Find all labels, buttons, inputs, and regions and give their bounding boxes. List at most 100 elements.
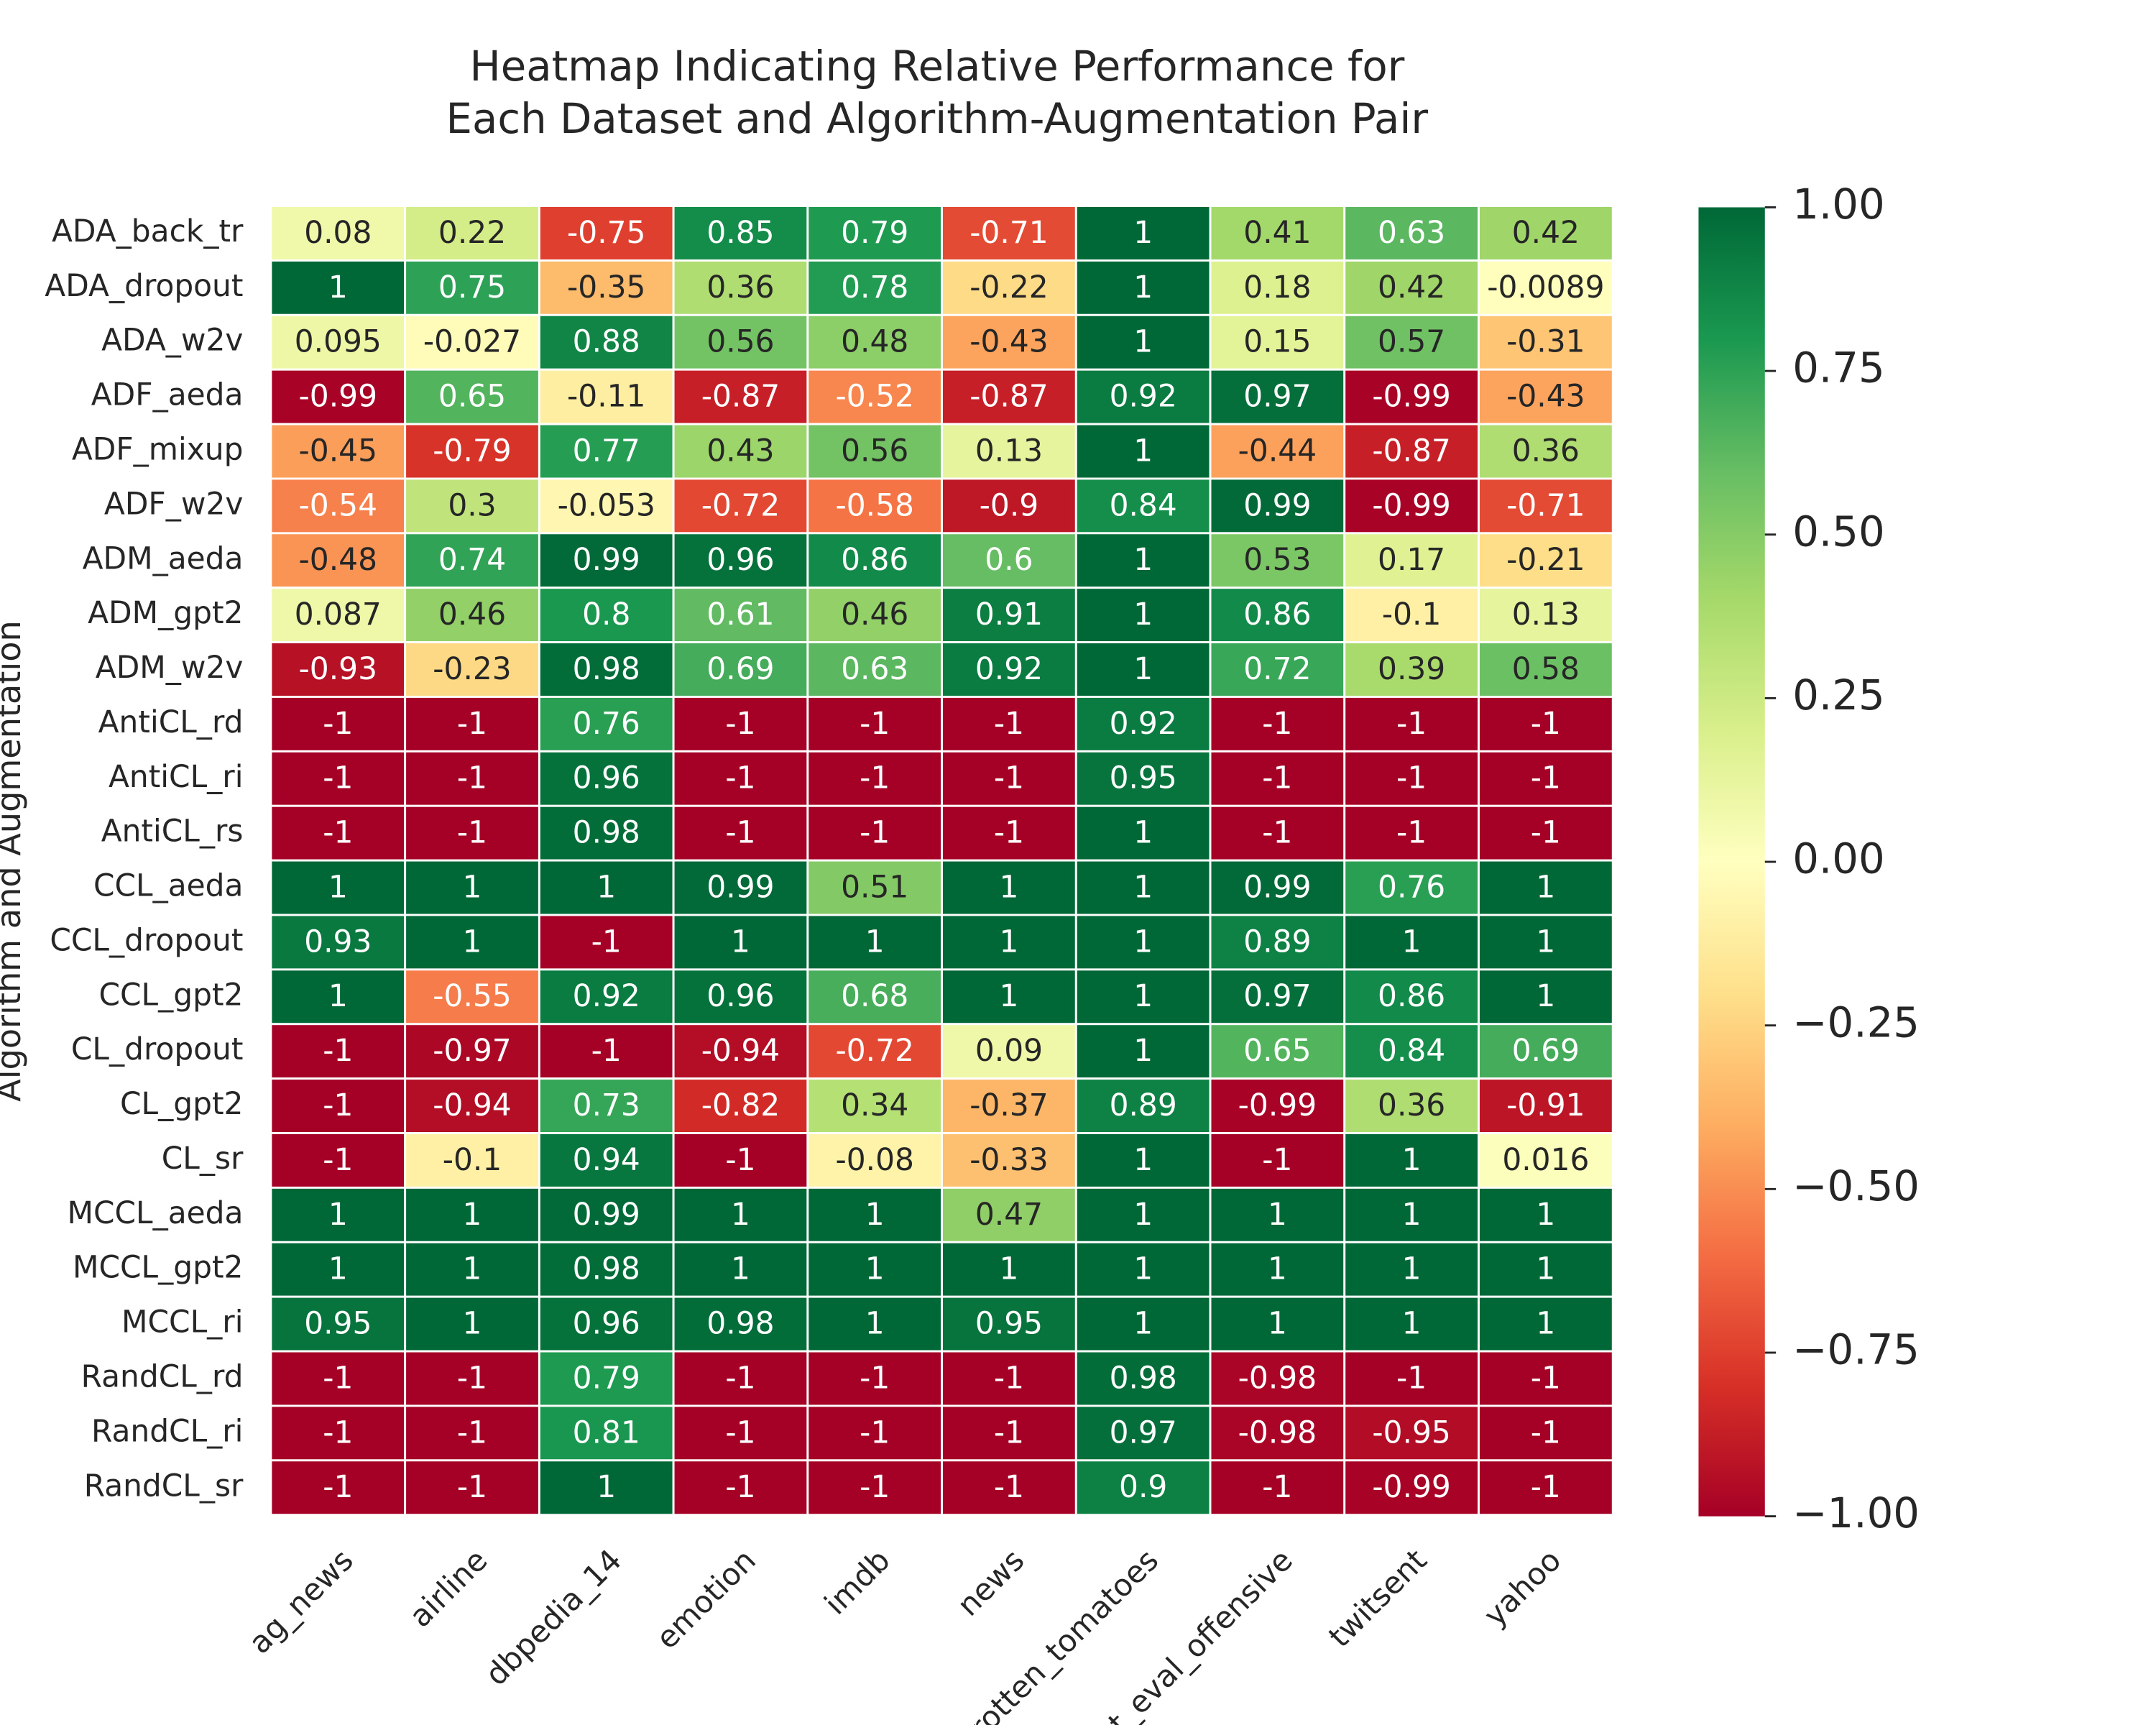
- cell-label: -0.71: [1506, 487, 1585, 523]
- cell-label: 0.9: [1119, 1469, 1167, 1504]
- cell-label: 0.92: [975, 651, 1043, 686]
- heatmap-cell: [672, 1459, 809, 1517]
- cell-label: 0.22: [438, 215, 506, 250]
- heatmap-cell: [806, 641, 944, 698]
- cell-label: 0.96: [706, 978, 774, 1013]
- y-tick-label: CL_sr: [162, 1141, 244, 1176]
- cell-label: -0.1: [1382, 597, 1442, 632]
- cell-label: -0.37: [969, 1087, 1048, 1123]
- cell-label: -1: [994, 1414, 1024, 1450]
- heatmap-cell: [1343, 477, 1480, 535]
- cell-label: 0.69: [1512, 1033, 1580, 1068]
- cell-label: 0.6: [985, 542, 1033, 577]
- cell-label: 0.56: [706, 324, 774, 359]
- cell-label: -1: [1531, 760, 1561, 796]
- colorbar-tick-label: −0.50: [1792, 1162, 1920, 1210]
- cell-label: -0.99: [1372, 1469, 1450, 1504]
- cell-label: 0.81: [573, 1414, 640, 1450]
- cell-label: 0.41: [1243, 215, 1311, 250]
- colorbar-tick-label: −0.75: [1792, 1325, 1920, 1374]
- cell-label: -0.72: [701, 487, 780, 523]
- cell-label: 1: [1268, 1197, 1287, 1232]
- cell-label: 1: [1133, 324, 1153, 359]
- cell-label: 0.86: [841, 542, 908, 577]
- cell-label: -0.43: [1506, 379, 1585, 414]
- heatmap-cell: [1478, 1404, 1614, 1462]
- cell-label: 1: [1133, 1306, 1153, 1341]
- cell-label: 0.48: [841, 324, 908, 359]
- heatmap-cell: [941, 1459, 1077, 1517]
- cell-label: -1: [1262, 760, 1292, 796]
- heatmap-cell: [1343, 532, 1480, 589]
- heatmap-cell: [270, 205, 407, 262]
- heatmap-cell: [270, 859, 407, 916]
- cell-label: 1: [596, 1469, 616, 1504]
- heatmap-cell: [270, 1350, 407, 1407]
- heatmap-cell: [1209, 641, 1346, 698]
- heatmap-cell: [941, 259, 1077, 316]
- cell-label: 1: [328, 270, 348, 305]
- cell-label: -0.99: [299, 379, 377, 414]
- cell-label: 1: [865, 924, 885, 959]
- cell-label: 0.57: [1378, 324, 1445, 359]
- cell-label: 1: [865, 1306, 885, 1341]
- cell-label: 0.087: [295, 597, 382, 632]
- heatmap-cell: [941, 1132, 1077, 1189]
- cell-label: 0.79: [841, 215, 908, 250]
- cell-label: 1: [1133, 215, 1153, 250]
- cell-label: 1: [1133, 433, 1153, 468]
- cell-label: -0.0089: [1487, 270, 1604, 305]
- heatmap-cell: [1478, 1023, 1614, 1080]
- heatmap-cell: [404, 859, 540, 916]
- heatmap-cell: [1343, 696, 1480, 753]
- colorbar-tick-label: 0.50: [1792, 507, 1884, 556]
- heatmap-cell: [941, 532, 1077, 589]
- cell-label: 0.51: [841, 869, 908, 904]
- cell-label: 1: [1536, 1251, 1555, 1287]
- heatmap-cell: [1074, 532, 1212, 589]
- heatmap-cell: [1343, 641, 1480, 698]
- colorbar-tick-label: 1.00: [1792, 180, 1884, 229]
- y-tick-label: ADM_gpt2: [88, 595, 243, 630]
- heatmap-cell: [404, 423, 540, 480]
- heatmap-cell: [1343, 804, 1480, 862]
- y-tick-label: ADA_w2v: [101, 323, 243, 358]
- cell-label: -0.1: [443, 1142, 502, 1177]
- cell-label: 0.17: [1378, 542, 1445, 577]
- cell-label: 0.89: [1110, 1087, 1177, 1123]
- heatmap-cell: [806, 1404, 944, 1462]
- heatmap-cell: [1074, 750, 1212, 807]
- cell-label: 0.53: [1243, 542, 1311, 577]
- heatmap-cell: [672, 532, 809, 589]
- cell-label: -1: [1396, 760, 1427, 796]
- heatmap-cell: [1478, 696, 1614, 753]
- heatmap-cell: [270, 696, 407, 753]
- heatmap-cell: [941, 1077, 1077, 1134]
- cell-label: 0.98: [573, 1251, 640, 1287]
- heatmap-cell: [1343, 1350, 1480, 1407]
- cell-label: 0.18: [1243, 270, 1311, 305]
- heatmap-cell: [1209, 1295, 1346, 1353]
- heatmap-cell: [1478, 532, 1614, 589]
- heatmap-cell: [270, 1241, 407, 1298]
- cell-label: -0.72: [835, 1033, 913, 1068]
- cell-label: 0.34: [841, 1087, 908, 1123]
- heatmap-cell: [672, 259, 809, 316]
- cell-label: 0.76: [1378, 869, 1445, 904]
- cell-label: -0.99: [1238, 1087, 1317, 1123]
- heatmap-cell: [941, 368, 1077, 426]
- cell-label: 0.69: [706, 651, 774, 686]
- cell-label: 0.99: [573, 1197, 640, 1232]
- cell-label: 0.96: [573, 1306, 640, 1341]
- cell-label: -1: [1396, 706, 1427, 741]
- heatmap-cell: [1343, 423, 1480, 480]
- cell-label: 0.99: [1243, 487, 1311, 523]
- cell-label: -1: [725, 706, 755, 741]
- cell-label: -1: [323, 1033, 353, 1068]
- cell-label: 1: [328, 1251, 348, 1287]
- cell-label: -1: [1262, 1469, 1292, 1504]
- heatmap-cell: [941, 804, 1077, 862]
- heatmap-cell: [404, 1186, 540, 1243]
- cell-label: 0.95: [975, 1306, 1043, 1341]
- heatmap-cell: [404, 804, 540, 862]
